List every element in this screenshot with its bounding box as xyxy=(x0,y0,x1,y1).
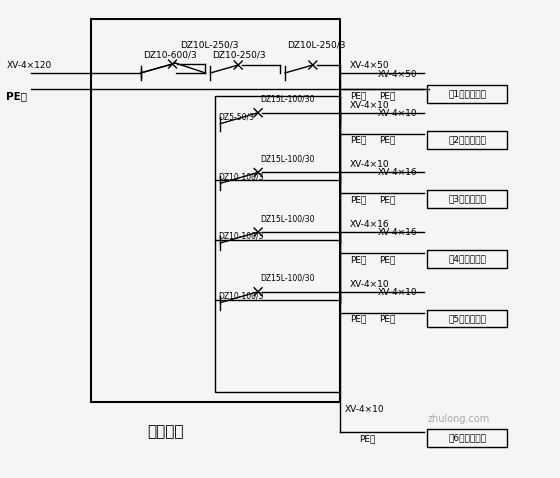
Bar xyxy=(427,130,507,149)
Text: XV-4×120: XV-4×120 xyxy=(6,61,52,70)
Text: DZ10-250/3: DZ10-250/3 xyxy=(212,50,266,59)
Text: PE线: PE线 xyxy=(380,91,396,100)
Text: XV-4×10: XV-4×10 xyxy=(377,288,417,297)
Text: DZ15L-100/30: DZ15L-100/30 xyxy=(260,274,315,283)
Text: XV-4×10: XV-4×10 xyxy=(349,280,389,289)
Bar xyxy=(216,96,340,392)
Text: XV-4×10: XV-4×10 xyxy=(377,109,417,118)
Text: 至4号动力分笱: 至4号动力分笱 xyxy=(448,254,486,263)
Bar xyxy=(427,310,507,327)
Text: 至2号动力分笱: 至2号动力分笱 xyxy=(448,135,486,144)
Text: DZ15L-100/30: DZ15L-100/30 xyxy=(260,154,315,163)
Text: DZ10-100/3: DZ10-100/3 xyxy=(218,292,264,301)
Text: zhulong.com: zhulong.com xyxy=(428,414,490,424)
Text: PE线: PE线 xyxy=(380,195,396,204)
Text: XV-4×16: XV-4×16 xyxy=(349,220,389,229)
Text: PE线: PE线 xyxy=(349,255,366,264)
Text: DZ10-600/3: DZ10-600/3 xyxy=(143,50,197,59)
Bar xyxy=(427,85,507,103)
Text: PE线: PE线 xyxy=(349,91,366,100)
Text: 至5号动力分笱: 至5号动力分笱 xyxy=(448,314,486,323)
Text: XV-4×10: XV-4×10 xyxy=(349,161,389,169)
Text: DZ10L-250/3: DZ10L-250/3 xyxy=(180,40,239,49)
Text: 至6号照明分笱: 至6号照明分笱 xyxy=(448,434,486,442)
Text: 至1号动力分笱: 至1号动力分笱 xyxy=(448,89,486,98)
Text: DZ15L-100/30: DZ15L-100/30 xyxy=(260,214,315,223)
Text: XV-4×10: XV-4×10 xyxy=(344,405,384,414)
Text: XV-4×10: XV-4×10 xyxy=(349,101,389,110)
Text: DZ5-50/3: DZ5-50/3 xyxy=(218,113,254,122)
Text: PE线: PE线 xyxy=(360,434,376,443)
Text: PE线: PE线 xyxy=(380,255,396,264)
Text: XV-4×50: XV-4×50 xyxy=(349,61,389,70)
Text: DZ10L-250/3: DZ10L-250/3 xyxy=(287,40,346,49)
Text: DZ15L-100/30: DZ15L-100/30 xyxy=(260,95,315,104)
Text: 总配电笱: 总配电笱 xyxy=(147,424,184,439)
Text: PE线: PE线 xyxy=(380,136,396,145)
Text: PE线: PE线 xyxy=(6,91,27,101)
Text: XV-4×16: XV-4×16 xyxy=(377,168,417,177)
Text: PE线: PE线 xyxy=(380,315,396,324)
Bar xyxy=(427,429,507,447)
Text: XV-4×16: XV-4×16 xyxy=(377,228,417,237)
Text: DZ10-100/3: DZ10-100/3 xyxy=(218,232,264,241)
Bar xyxy=(427,190,507,208)
Bar xyxy=(91,19,340,402)
Text: PE线: PE线 xyxy=(349,136,366,145)
Bar xyxy=(427,250,507,268)
Text: XV-4×50: XV-4×50 xyxy=(377,70,417,79)
Text: PE线: PE线 xyxy=(349,195,366,204)
Text: PE线: PE线 xyxy=(349,315,366,324)
Text: DZ10-100/3: DZ10-100/3 xyxy=(218,173,264,181)
Text: 至3号动力分笱: 至3号动力分笱 xyxy=(448,195,486,204)
